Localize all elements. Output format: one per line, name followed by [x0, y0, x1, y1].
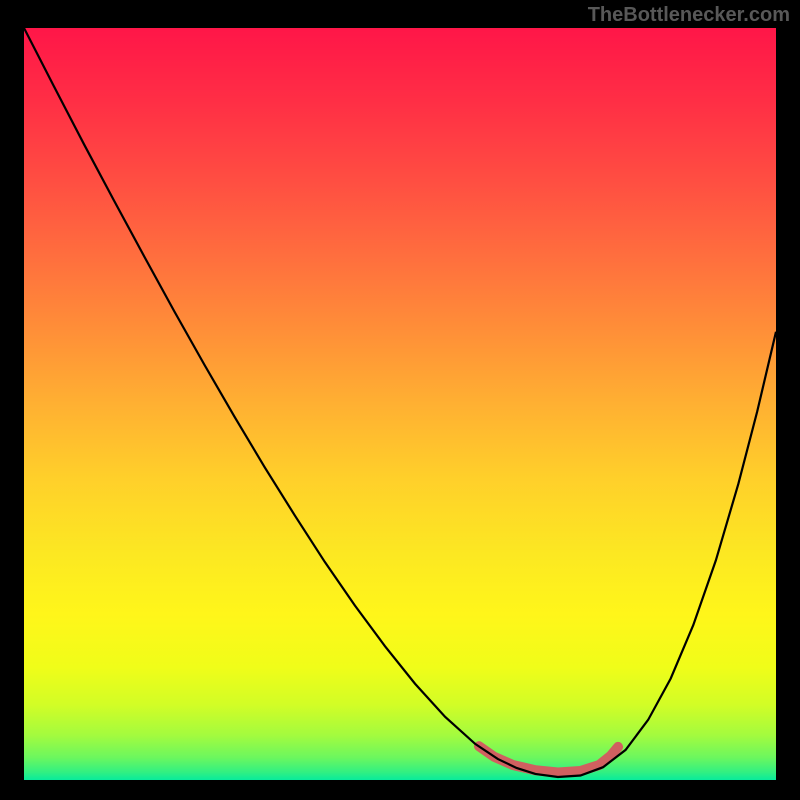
chart-curve-layer [24, 28, 776, 780]
watermark-text: TheBottlenecker.com [588, 4, 790, 27]
chart-plot-area [24, 28, 776, 780]
bottleneck-curve [24, 28, 776, 777]
